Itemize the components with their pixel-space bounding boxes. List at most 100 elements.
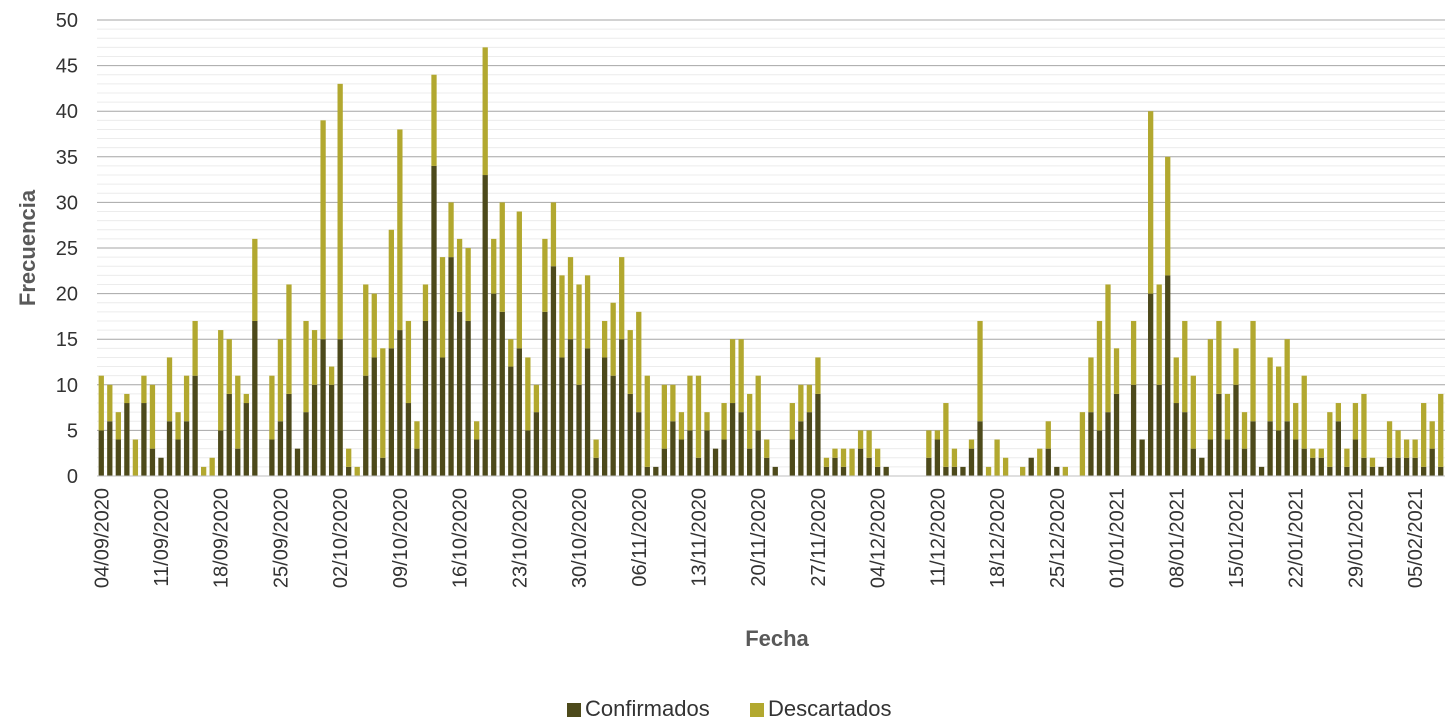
bar-descartados	[1165, 156, 1171, 276]
y-tick-label: 25	[56, 238, 78, 260]
bar-confirmados	[934, 439, 941, 476]
bar-descartados	[149, 384, 156, 449]
bar-descartados	[98, 375, 104, 431]
bar-descartados	[619, 257, 625, 340]
bar-confirmados	[1190, 448, 1196, 476]
bar-descartados	[346, 448, 352, 467]
bar-descartados	[926, 430, 932, 458]
x-tick-label: 06/11/2020	[629, 488, 651, 587]
y-tick-label: 5	[67, 420, 78, 442]
bar-descartados	[1429, 421, 1435, 449]
bar-confirmados	[1378, 466, 1384, 476]
x-tick-label: 08/01/2021	[1166, 488, 1188, 588]
bar-confirmados	[670, 421, 676, 476]
bar-confirmados	[124, 403, 130, 476]
bar-descartados	[166, 357, 173, 422]
bar-descartados	[303, 320, 309, 413]
bar-confirmados	[729, 403, 736, 476]
bar-confirmados	[627, 393, 633, 476]
bar-confirmados	[235, 448, 241, 476]
bar-descartados	[678, 412, 685, 440]
bar-confirmados	[1148, 293, 1154, 476]
bar-confirmados	[576, 384, 582, 476]
y-tick-label: 45	[56, 56, 78, 78]
bar-descartados	[764, 439, 770, 458]
bar-descartados	[1173, 357, 1179, 404]
bar-descartados	[218, 330, 224, 431]
bar-confirmados	[764, 457, 770, 476]
major-gridlines	[97, 19, 1445, 431]
bar-confirmados	[252, 320, 258, 476]
bar-descartados	[610, 302, 616, 376]
bar-descartados	[405, 320, 412, 404]
bar-confirmados	[516, 348, 522, 476]
bar-confirmados	[806, 412, 813, 476]
bar-descartados	[644, 375, 650, 467]
bar-descartados	[115, 412, 121, 440]
bar-descartados	[243, 393, 249, 404]
bar-confirmados	[559, 357, 565, 476]
bar-descartados	[1369, 457, 1376, 467]
bar-descartados	[1403, 439, 1410, 458]
bar-confirmados	[636, 412, 642, 476]
bar-confirmados	[1113, 393, 1120, 476]
bar-descartados	[1241, 412, 1248, 449]
bar-confirmados	[1088, 412, 1094, 476]
bar-confirmados	[337, 339, 343, 476]
bar-confirmados	[183, 421, 190, 476]
bar-confirmados	[866, 457, 872, 476]
bar-confirmados	[175, 439, 181, 476]
bar-confirmados	[1275, 430, 1282, 476]
x-tick-label: 11/12/2020	[927, 488, 949, 587]
y-tick-label: 30	[56, 192, 78, 214]
x-tick-label: 01/01/2021	[1107, 488, 1129, 588]
bar-descartados	[934, 430, 941, 440]
bar-descartados	[465, 248, 471, 321]
bar-confirmados	[704, 430, 710, 476]
bar-confirmados	[1301, 448, 1307, 476]
x-tick-label: 02/10/2020	[330, 488, 352, 588]
legend-swatch-descartados	[750, 703, 764, 717]
bar-confirmados	[1054, 466, 1060, 476]
bar-confirmados	[1438, 466, 1444, 476]
bar-confirmados	[772, 466, 778, 476]
bar-confirmados	[1241, 448, 1248, 476]
bar-confirmados	[943, 466, 949, 476]
bar-confirmados	[1139, 439, 1145, 476]
bar-confirmados	[158, 457, 164, 476]
bar-confirmados	[533, 412, 540, 476]
bar-confirmados	[192, 375, 198, 476]
bar-confirmados	[883, 466, 889, 476]
bar-confirmados	[1173, 403, 1179, 476]
bar-descartados	[1421, 403, 1427, 467]
bar-confirmados	[397, 330, 403, 476]
bar-confirmados	[328, 384, 335, 476]
bar-confirmados	[1293, 439, 1299, 476]
bar-confirmados	[243, 403, 249, 476]
bar-confirmados	[149, 448, 156, 476]
bar-confirmados	[712, 448, 719, 476]
bar-descartados	[422, 284, 429, 321]
bar-descartados	[1318, 448, 1324, 458]
bar-descartados	[994, 439, 1000, 476]
x-tick-label: 25/12/2020	[1047, 488, 1069, 588]
bar-confirmados	[857, 448, 864, 476]
bar-descartados	[1224, 393, 1231, 440]
bar-confirmados	[439, 357, 446, 476]
bar-descartados	[823, 457, 830, 467]
bar-descartados	[456, 238, 463, 312]
bar-descartados	[1130, 320, 1137, 385]
bar-confirmados	[687, 430, 693, 476]
bar-confirmados	[977, 421, 983, 476]
bar-descartados	[439, 257, 446, 358]
y-tick-label: 40	[56, 101, 78, 123]
x-axis-title: Fecha	[745, 626, 809, 651]
bar-confirmados	[1250, 421, 1256, 476]
x-tick-label: 27/11/2020	[808, 488, 830, 587]
bar-confirmados	[593, 457, 599, 476]
bar-confirmados	[1165, 275, 1171, 476]
y-tick-label: 20	[56, 284, 78, 306]
bar-confirmados	[968, 448, 975, 476]
bar-confirmados	[610, 375, 616, 476]
